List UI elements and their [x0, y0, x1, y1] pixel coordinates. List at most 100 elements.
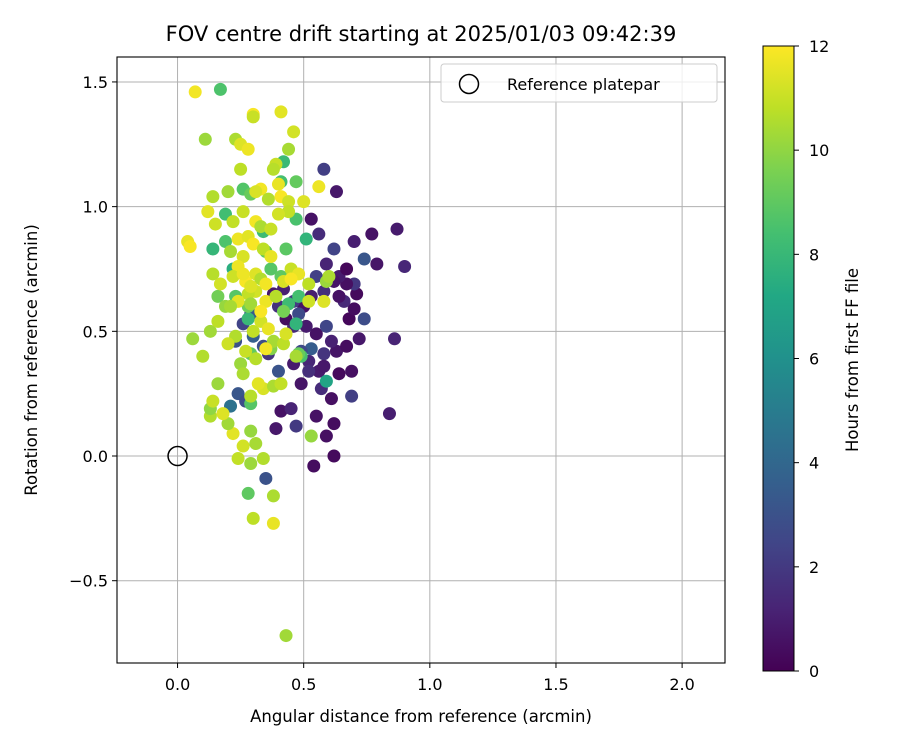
- data-point: [350, 287, 364, 301]
- data-point: [246, 110, 260, 124]
- legend-box: [440, 63, 718, 103]
- x-tick-label: 1.5: [543, 675, 568, 694]
- data-point: [327, 449, 341, 463]
- data-point: [309, 409, 323, 423]
- plot-frame: [116, 56, 726, 664]
- colorbar-tick-label: 0: [809, 662, 819, 681]
- data-point: [236, 267, 250, 281]
- data-point: [282, 142, 296, 156]
- data-point: [221, 337, 235, 351]
- data-point: [208, 217, 222, 231]
- colorbar-tick-label: 10: [809, 141, 829, 160]
- colorbar: 0 2 4 6 8 10 12 Hours from first FF file: [762, 37, 862, 681]
- data-point: [302, 294, 316, 308]
- x-axis-ticks: 0.0 0.5 1.0 1.5 2.0: [165, 663, 695, 694]
- data-point: [198, 132, 212, 146]
- data-point: [269, 289, 283, 303]
- data-point: [277, 304, 291, 318]
- data-point: [309, 327, 323, 341]
- data-point: [271, 177, 285, 191]
- data-point: [279, 327, 293, 341]
- data-point: [244, 297, 258, 311]
- data-point: [390, 222, 404, 236]
- data-point: [274, 105, 288, 119]
- data-points: [181, 82, 412, 643]
- data-point: [274, 404, 288, 418]
- legend-entry: Reference platepar: [507, 75, 660, 94]
- data-point: [324, 334, 338, 348]
- data-point: [271, 364, 285, 378]
- colorbar-label: Hours from first FF file: [843, 268, 862, 452]
- data-point: [234, 162, 248, 176]
- data-point: [211, 314, 225, 328]
- data-point: [319, 429, 333, 443]
- y-tick-label: 1.5: [83, 73, 108, 92]
- data-point: [261, 322, 275, 336]
- colorbar-tick-label: 4: [809, 454, 819, 473]
- data-point: [213, 277, 227, 291]
- data-point: [256, 452, 270, 466]
- colorbar-tick-label: 8: [809, 245, 819, 264]
- data-point: [289, 349, 303, 363]
- colorbar-tick-label: 12: [809, 37, 829, 56]
- data-point: [284, 402, 298, 416]
- data-point: [345, 389, 359, 403]
- data-point: [322, 269, 336, 283]
- y-tick-label: 1.0: [83, 198, 108, 217]
- data-point: [289, 175, 303, 189]
- data-point: [236, 367, 250, 381]
- data-point: [201, 205, 215, 219]
- data-point: [340, 339, 354, 353]
- y-axis-label: Rotation from reference (arcmin): [22, 224, 41, 496]
- data-point: [302, 364, 316, 378]
- data-point: [244, 424, 258, 438]
- data-point: [289, 317, 303, 331]
- data-point: [206, 190, 220, 204]
- data-point: [357, 312, 371, 326]
- data-point: [224, 245, 238, 259]
- data-point: [231, 232, 245, 246]
- data-point: [274, 377, 288, 391]
- data-point: [246, 237, 260, 251]
- chart-title: FOV centre drift starting at 2025/01/03 …: [166, 22, 677, 46]
- data-point: [213, 82, 227, 96]
- data-point: [345, 364, 359, 378]
- data-point: [284, 272, 298, 286]
- data-point: [264, 222, 278, 236]
- data-point: [312, 180, 326, 194]
- data-point: [266, 516, 280, 530]
- data-point: [347, 302, 361, 316]
- data-point: [357, 252, 371, 266]
- data-point: [269, 422, 283, 436]
- data-point: [221, 417, 235, 431]
- reference-platepar-marker: [167, 445, 188, 467]
- data-point: [244, 279, 258, 293]
- data-point: [279, 242, 293, 256]
- data-point: [352, 332, 366, 346]
- data-point: [259, 342, 273, 356]
- colorbar-gradient: [762, 45, 795, 672]
- data-point: [254, 220, 268, 234]
- data-point: [327, 242, 341, 256]
- data-point: [206, 267, 220, 281]
- data-point: [398, 259, 412, 273]
- data-point: [241, 486, 255, 500]
- data-point: [206, 394, 220, 408]
- data-point: [183, 240, 197, 254]
- data-point: [246, 511, 260, 525]
- data-point: [259, 294, 273, 308]
- data-point: [251, 377, 265, 391]
- data-point: [264, 250, 278, 264]
- data-point: [259, 277, 273, 291]
- data-point: [347, 235, 361, 249]
- data-point: [304, 212, 318, 226]
- data-point: [312, 227, 326, 241]
- legend: Reference platepar: [440, 63, 718, 103]
- data-point: [287, 125, 301, 139]
- data-point: [226, 427, 240, 441]
- colorbar-ticks: 0 2 4 6 8 10 12: [794, 37, 829, 681]
- data-point: [317, 162, 331, 176]
- data-point: [279, 629, 293, 643]
- data-point: [382, 407, 396, 421]
